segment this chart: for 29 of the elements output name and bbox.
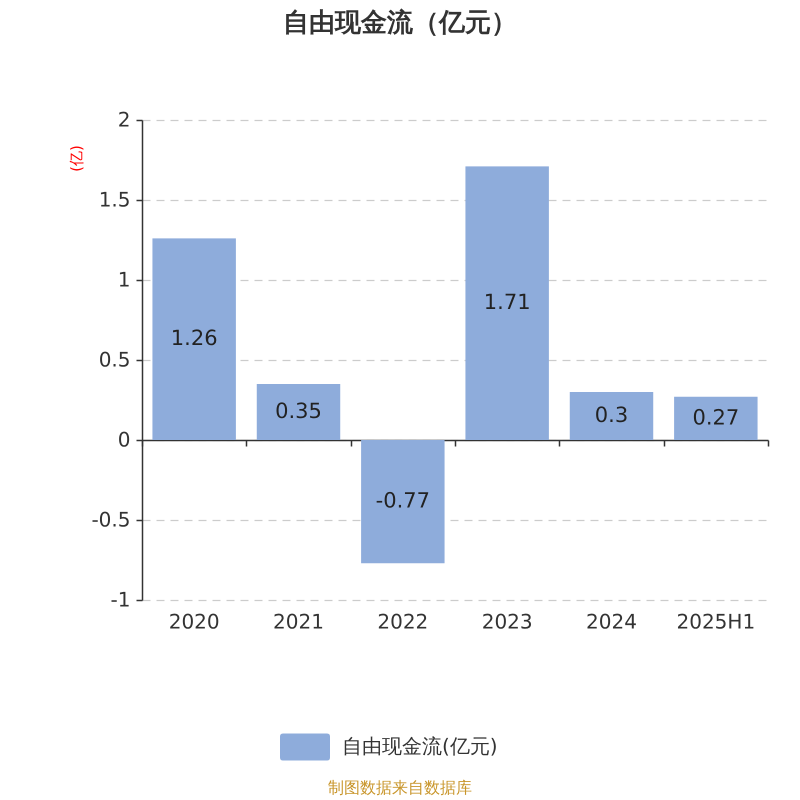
y-tick-label: 0.5 <box>98 348 130 372</box>
x-tick-label: 2025H1 <box>676 610 756 634</box>
y-tick-label: 1.5 <box>98 188 130 212</box>
legend-label: 自由现金流(亿元) <box>342 734 498 758</box>
x-tick-label: 2023 <box>482 610 533 634</box>
bar <box>152 238 236 440</box>
y-tick-label: 2 <box>118 108 130 132</box>
data-label: -0.77 <box>376 488 430 513</box>
data-label: 0.35 <box>275 399 322 423</box>
x-tick-label: 2022 <box>377 610 428 634</box>
data-label: 0.27 <box>692 405 740 430</box>
text: 制图数据来自数据库 <box>328 777 472 799</box>
x-tick-label: 2021 <box>273 610 324 634</box>
bar <box>674 396 758 440</box>
bar <box>361 440 445 564</box>
chart-title: 自由现金流（亿元） <box>283 8 517 38</box>
bar <box>465 166 549 440</box>
y-axis-title: (亿) <box>68 145 86 172</box>
y-tick-label: -0.5 <box>91 508 130 532</box>
x-tick-label: 2024 <box>586 610 637 634</box>
y-tick-label: -1 <box>110 588 130 612</box>
bar <box>256 384 340 440</box>
data-label: 0.3 <box>594 403 628 427</box>
data-label: 1.71 <box>484 290 531 314</box>
data-label: 1.26 <box>170 326 218 350</box>
x-tick-label: 2020 <box>168 610 220 634</box>
y-tick-label: 1 <box>118 268 130 292</box>
y-tick-label: 0 <box>118 428 130 452</box>
bar <box>570 392 654 440</box>
